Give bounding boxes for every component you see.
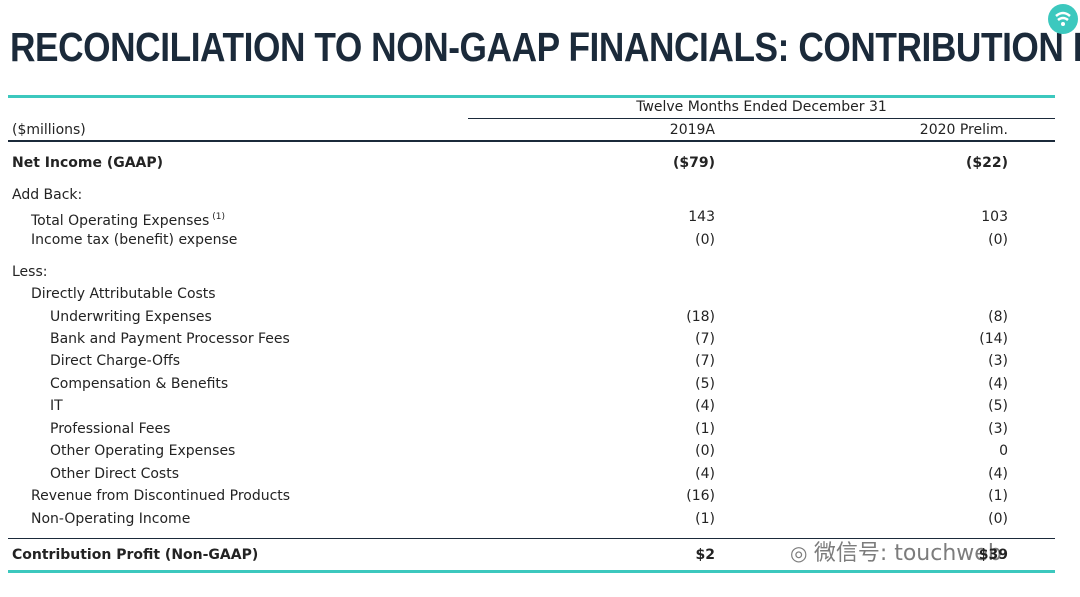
top-rule (8, 95, 1055, 98)
column-header: 2019A (669, 122, 715, 138)
cell-value: (3) (988, 421, 1008, 437)
cell-value: (0) (695, 443, 715, 459)
cell-value: 143 (688, 209, 715, 225)
row-label: Underwriting Expenses (50, 309, 212, 325)
cell-value: (5) (988, 398, 1008, 414)
row-label: Less: (12, 264, 48, 280)
row-label: Revenue from Discontinued Products (31, 488, 291, 504)
watermark: ◎ 微信号: touchweb (790, 541, 1002, 566)
cell-value: (1) (695, 511, 715, 527)
cell-value: (7) (695, 353, 715, 369)
row-label: Other Direct Costs (50, 466, 179, 482)
row-label: IT (50, 398, 63, 414)
cell-value: $39 (978, 547, 1008, 563)
watermark-text: 微信号: touchweb (813, 541, 1002, 566)
row-label: Contribution Profit (Non-GAAP) (12, 547, 259, 563)
row-label: Directly Attributable Costs (31, 286, 216, 302)
title: RECONCILIATION TO NON-GAAP FINANCIALS: C… (10, 24, 1080, 70)
cell-value: ($79) (672, 155, 715, 171)
cell-value: (4) (695, 466, 715, 482)
cell-value: 0 (999, 443, 1008, 459)
cell-value: (1) (988, 488, 1008, 504)
row-label: Other Operating Expenses (50, 443, 236, 459)
row-label: Bank and Payment Processor Fees (50, 331, 290, 347)
header-rule (8, 140, 1055, 142)
cell-value: (18) (686, 309, 715, 325)
cell-value: (16) (686, 488, 715, 504)
cell-value: (7) (695, 331, 715, 347)
row-label: Compensation & Benefits (50, 376, 229, 392)
cell-value: (5) (695, 376, 715, 392)
row-label: Net Income (GAAP) (12, 155, 164, 171)
cell-value: (8) (988, 309, 1008, 325)
cell-value: (3) (988, 353, 1008, 369)
cell-value: $2 (695, 547, 715, 563)
cell-value: (0) (988, 511, 1008, 527)
cell-value: (0) (988, 232, 1008, 248)
bottom-rule (8, 570, 1055, 573)
total-rule (8, 538, 1055, 539)
cell-value: ($22) (965, 155, 1008, 171)
row-label: Total Operating Expenses (1) (31, 212, 226, 229)
cell-value: 103 (981, 209, 1008, 225)
units: ($millions) (12, 122, 86, 138)
logo (1048, 4, 1078, 34)
cell-value: (1) (695, 421, 715, 437)
cell-value: (0) (695, 232, 715, 248)
row-label: Professional Fees (50, 421, 171, 437)
cell-value: (14) (979, 331, 1008, 347)
footnote-mark: (1) (212, 212, 226, 222)
row-label: Non-Operating Income (31, 511, 191, 527)
column-header: 2020 Prelim. (919, 122, 1008, 138)
row-label: Add Back: (12, 187, 83, 203)
row-label: Direct Charge-Offs (50, 353, 181, 369)
period-header: Twelve Months Ended December 31 (636, 99, 887, 115)
period-rule (468, 118, 1055, 119)
cell-value: (4) (988, 466, 1008, 482)
cell-value: (4) (695, 398, 715, 414)
cell-value: (4) (988, 376, 1008, 392)
row-label: Income tax (benefit) expense (31, 232, 238, 248)
